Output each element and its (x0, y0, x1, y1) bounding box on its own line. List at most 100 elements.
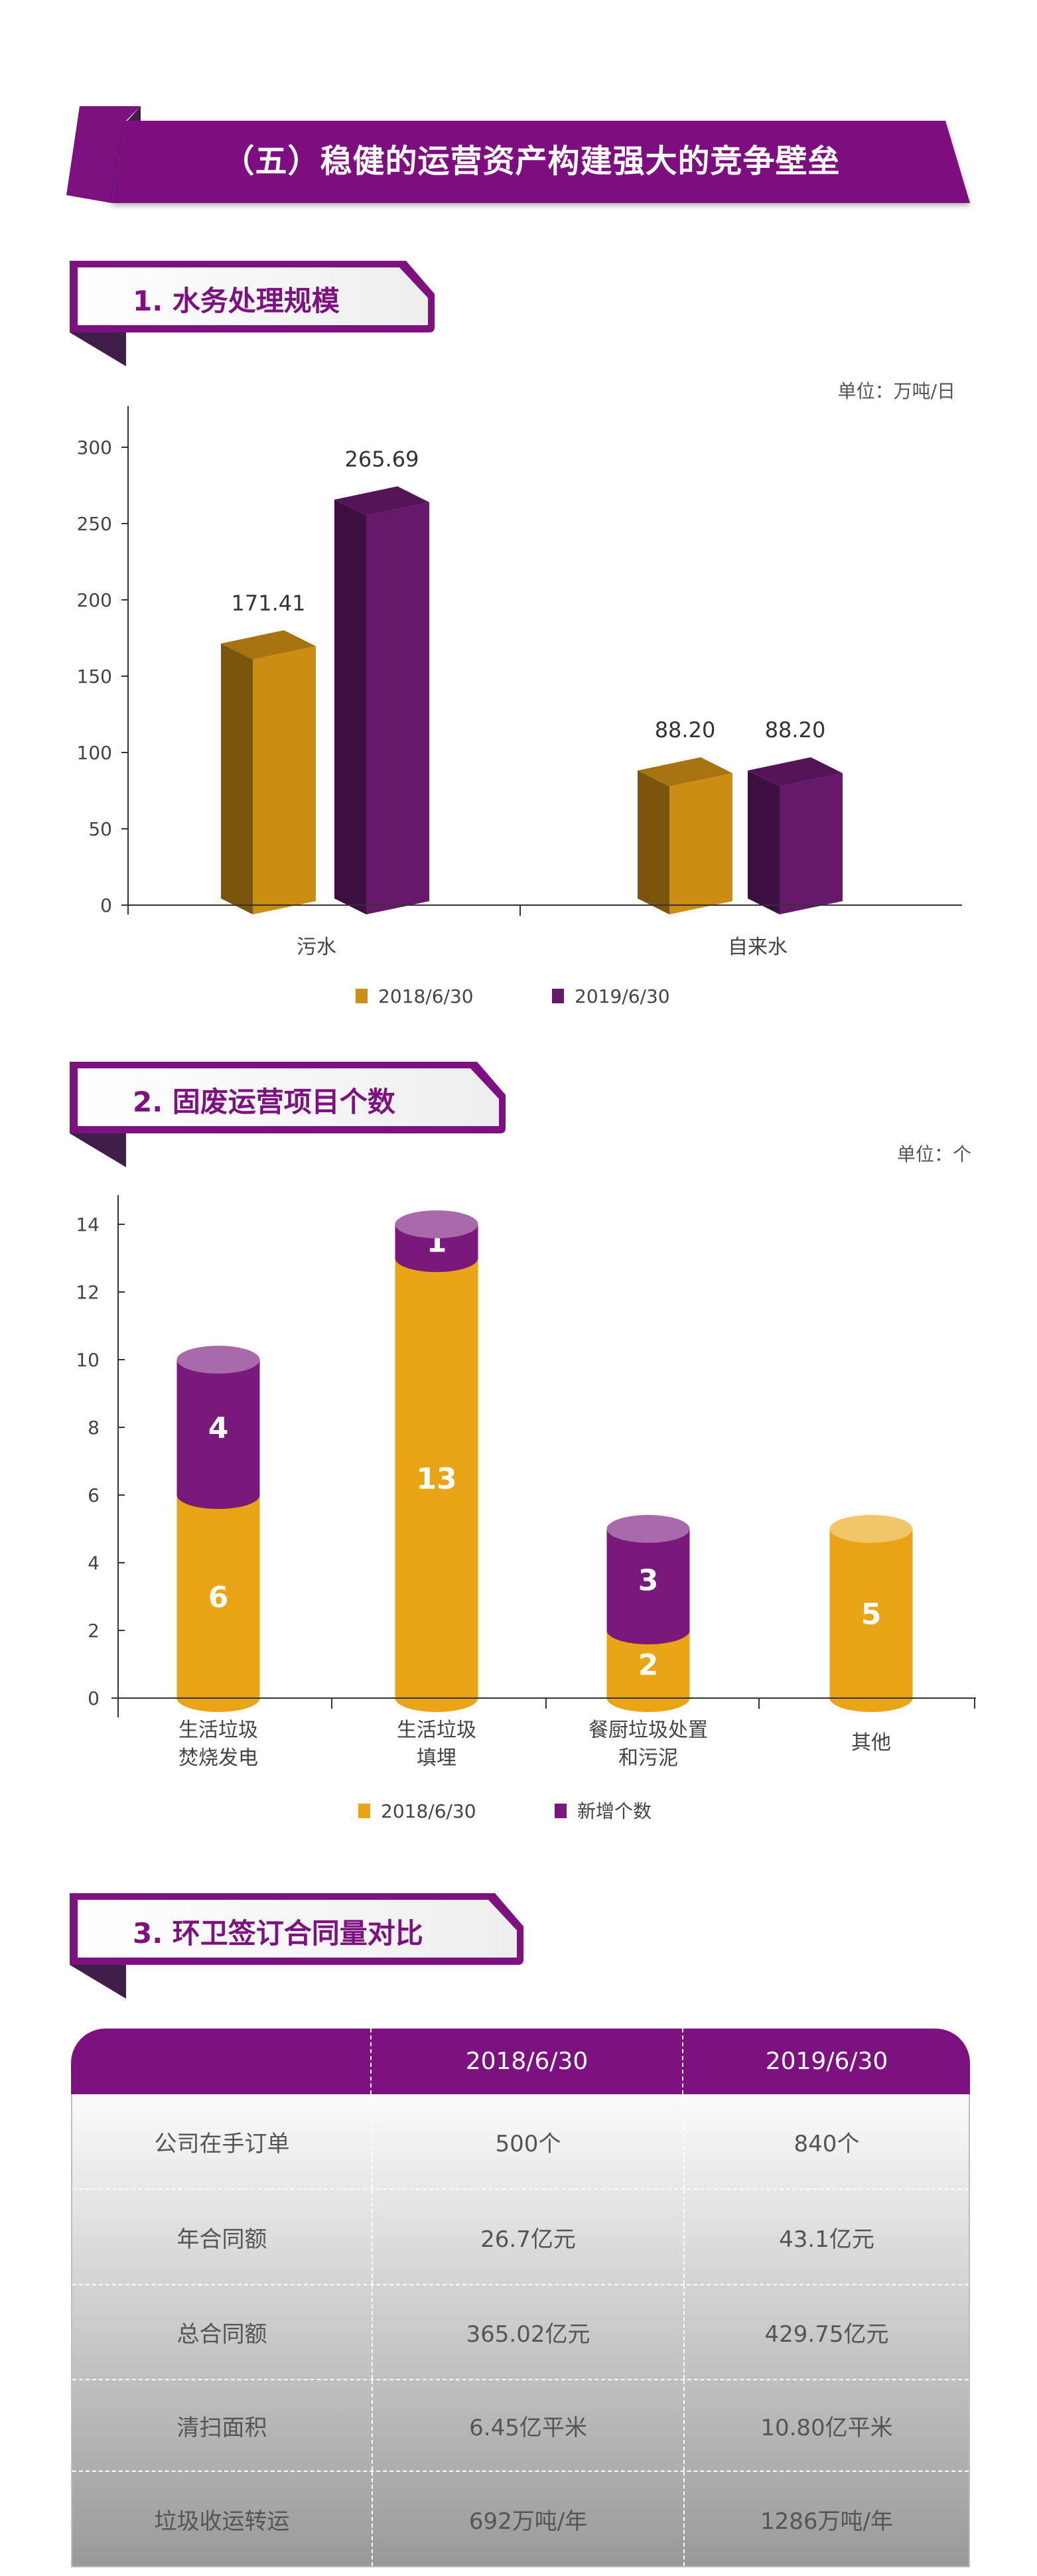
y-tick-label: 150 (77, 666, 112, 687)
table-row: 垃圾收运转运 692万吨/年 1286万吨/年 (72, 2470, 969, 2566)
y-tick-label: 100 (77, 742, 112, 764)
section-header-3-shape (70, 1893, 523, 1999)
bar-side (638, 770, 669, 914)
cell-2019: 10.80亿平米 (683, 2380, 969, 2470)
banner-shape (66, 106, 970, 203)
cylinder-top (829, 1515, 913, 1543)
y-tick-label: 50 (88, 818, 112, 840)
table-body: 公司在手订单 500个 840个 年合同额 26.7亿元 43.1亿元 总合同额… (71, 2094, 970, 2567)
y-tick-label: 12 (76, 1281, 100, 1303)
bar-side (334, 499, 366, 914)
table-row: 年合同额 26.7亿元 43.1亿元 (72, 2188, 969, 2284)
cylinder-top (395, 1210, 478, 1238)
bar-top (221, 630, 316, 660)
category-label: 污水 (297, 936, 336, 959)
cylinder-top (176, 1346, 260, 1374)
y-tick-label: 14 (76, 1214, 100, 1236)
bar-front (780, 773, 843, 914)
section-header-2-shape (70, 1062, 506, 1167)
category-label: 和污泥 (618, 1747, 678, 1770)
data-label: 265.69 (345, 447, 419, 472)
cylinder-segment (606, 1529, 690, 1630)
cylinder-segment (395, 1258, 478, 1698)
cell-2019: 1286万吨/年 (683, 2472, 969, 2566)
segment-label: 6 (208, 1581, 229, 1614)
category-label: 填埋 (417, 1747, 456, 1770)
cell-2019: 43.1亿元 (683, 2190, 969, 2284)
cylinder-segment (176, 1360, 260, 1495)
cylinder-segment-bottom (176, 1481, 260, 1509)
section-title-sanitation: 3. 环卫签订合同量对比 (133, 1917, 423, 1950)
segment-label: 3 (638, 1564, 659, 1598)
table-row: 公司在手订单 500个 840个 (72, 2094, 969, 2188)
legend-swatch (552, 989, 564, 1003)
row-label: 垃圾收运转运 (154, 2508, 290, 2535)
legend-swatch (555, 1804, 567, 1818)
section-title-solid-waste: 2. 固废运营项目个数 (133, 1086, 395, 1118)
data-label: 88.20 (765, 717, 826, 743)
table-header-2018: 2018/6/30 (370, 2029, 682, 2094)
cylinder-segment (176, 1495, 260, 1698)
y-tick-label: 0 (88, 1687, 100, 1709)
data-label: 171.41 (232, 591, 306, 616)
table-row: 总合同额 365.02亿元 429.75亿元 (72, 2284, 969, 2379)
y-tick-label: 8 (88, 1417, 100, 1439)
y-tick-label: 200 (77, 589, 112, 611)
category-label: 自来水 (728, 936, 788, 959)
section-title-water: 1. 水务处理规模 (133, 285, 340, 317)
y-tick-label: 0 (100, 894, 112, 916)
legend-label: 2019/6/30 (575, 985, 670, 1007)
segment-label: 13 (416, 1463, 456, 1496)
segment-label: 2 (638, 1648, 659, 1682)
segment-label: 5 (861, 1598, 882, 1632)
y-tick-label: 2 (88, 1620, 100, 1642)
bar-top (748, 757, 843, 787)
bar-side (221, 643, 253, 914)
y-tick-label: 6 (88, 1484, 100, 1506)
row-label: 公司在手订单 (154, 2130, 290, 2157)
row-label: 年合同额 (176, 2226, 267, 2253)
y-tick-label: 250 (77, 513, 112, 535)
cylinder-segment (829, 1529, 913, 1698)
cylinder-top (606, 1515, 690, 1543)
cell-2018: 365.02亿元 (372, 2285, 683, 2379)
segment-label: 4 (208, 1411, 229, 1445)
cylinder-segment-bottom (395, 1244, 478, 1272)
y-tick-label: 300 (77, 437, 112, 459)
legend-label: 2018/6/30 (378, 985, 474, 1007)
bar-top (334, 486, 429, 516)
table-row: 清扫面积 6.45亿平米 10.80亿平米 (72, 2379, 969, 2470)
unit-label-water: 单位：万吨/日 (837, 380, 955, 402)
legend-swatch (358, 1804, 370, 1818)
legend-swatch (356, 989, 368, 1003)
row-label: 总合同额 (176, 2321, 267, 2348)
category-label: 生活垃圾 (178, 1719, 258, 1742)
y-tick-label: 4 (88, 1552, 100, 1574)
legend-label: 新增个数 (577, 1800, 652, 1822)
cell-2019: 840个 (683, 2094, 969, 2188)
legend-label: 2018/6/30 (381, 1800, 476, 1822)
category-label: 生活垃圾 (397, 1719, 476, 1742)
section-header-1-shape (70, 261, 435, 366)
banner-title: （五）稳健的运营资产构建强大的竞争壁垒 (222, 143, 841, 180)
row-label: 清扫面积 (176, 2414, 267, 2441)
category-label: 其他 (851, 1731, 891, 1754)
cell-2018: 6.45亿平米 (372, 2380, 683, 2470)
y-tick-label: 10 (76, 1349, 100, 1371)
cell-2018: 26.7亿元 (372, 2190, 683, 2284)
cell-2018: 692万吨/年 (372, 2472, 683, 2566)
unit-label-solid-waste: 单位：个 (896, 1143, 971, 1165)
bar-front (669, 773, 732, 914)
contract-comparison-table: 2018/6/30 2019/6/30 公司在手订单 500个 840个 年合同… (71, 2029, 970, 2567)
table-header-blank (71, 2029, 370, 2094)
table-header-row: 2018/6/30 2019/6/30 (71, 2029, 970, 2094)
category-label: 餐厨垃圾处置 (588, 1719, 708, 1742)
cell-2018: 500个 (372, 2094, 683, 2188)
bar-front (253, 646, 316, 914)
category-label: 焚烧发电 (178, 1747, 258, 1770)
bar-front (366, 502, 429, 914)
cylinder-segment-bottom (606, 1616, 690, 1644)
bar-top (638, 757, 732, 787)
table-header-2019: 2019/6/30 (682, 2029, 970, 2094)
